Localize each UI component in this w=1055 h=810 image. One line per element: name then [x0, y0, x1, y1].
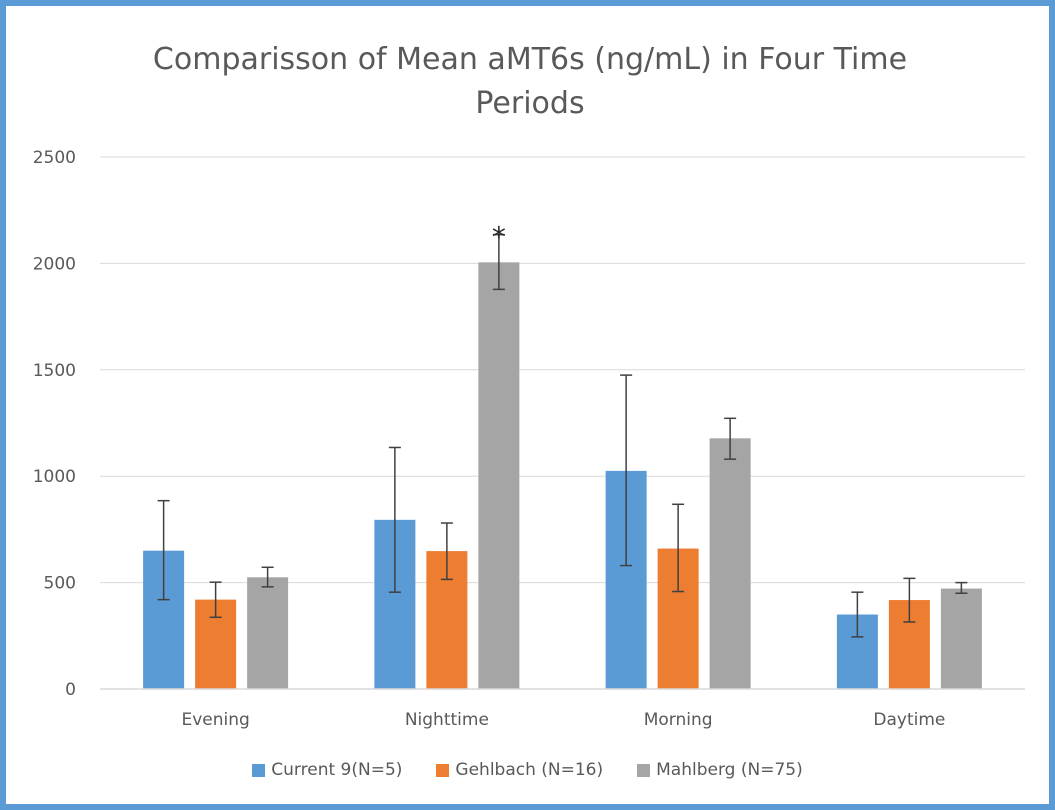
legend-item-current: Current 9(N=5) [252, 760, 402, 780]
x-tick-label: Morning [644, 710, 713, 730]
legend-label-mahlberg: Mahlberg (N=75) [656, 760, 803, 780]
bar [478, 262, 520, 689]
legend-label-current: Current 9(N=5) [271, 760, 403, 780]
y-tick-label: 2500 [33, 148, 76, 168]
legend: Current 9(N=5) Gehlbach (N=16) Mahlberg … [0, 760, 1055, 780]
chart-title: Comparisson of Mean aMT6s (ng/mL) in Fou… [60, 38, 1000, 126]
significance-marker: * [492, 221, 506, 254]
legend-label-gehlbach: Gehlbach (N=16) [455, 760, 604, 780]
x-tick-label: Daytime [873, 710, 945, 730]
y-tick-label: 2000 [33, 254, 76, 274]
chart-title-line-2: Periods [475, 86, 585, 121]
y-tick-label: 500 [44, 574, 76, 594]
y-tick-label: 1000 [33, 467, 76, 487]
legend-swatch-gehlbach [436, 763, 450, 777]
bar [709, 438, 751, 689]
legend-swatch-current [252, 763, 266, 777]
bar [247, 577, 289, 689]
y-tick-label: 0 [65, 680, 76, 700]
legend-item-gehlbach: Gehlbach (N=16) [436, 760, 603, 780]
y-tick-label: 1500 [33, 361, 76, 381]
x-tick-label: Evening [181, 710, 249, 730]
chart-title-line-1: Comparisson of Mean aMT6s (ng/mL) in Fou… [152, 42, 908, 77]
bar [940, 588, 982, 689]
legend-swatch-mahlberg [637, 763, 651, 777]
legend-item-mahlberg: Mahlberg (N=75) [637, 760, 803, 780]
x-tick-label: Nighttime [405, 710, 489, 730]
